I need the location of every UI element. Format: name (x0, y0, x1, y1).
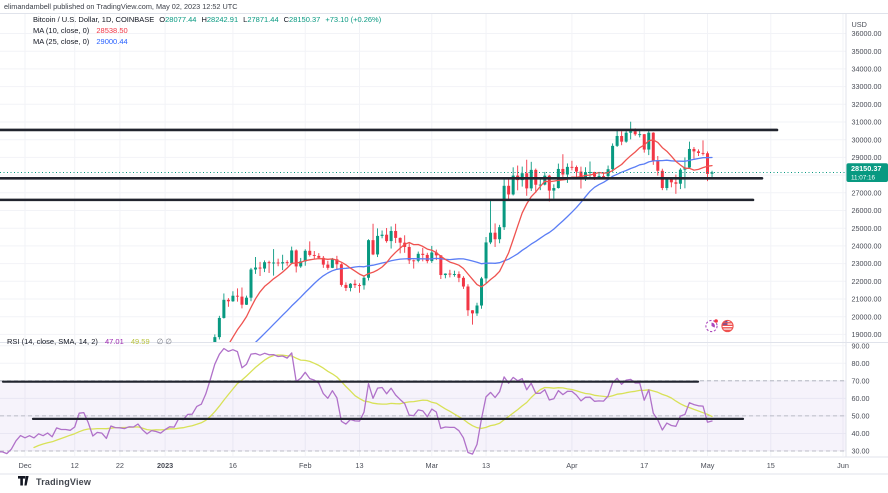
svg-text:19000.00: 19000.00 (852, 330, 882, 339)
rsi-ma-line[interactable] (33, 354, 713, 449)
rsi-label[interactable]: RSI (14, close, SMA, 14, 2) (7, 337, 98, 346)
svg-text:13: 13 (482, 461, 490, 470)
ma25-row: MA (25, close, 0) 29000.44 (33, 36, 381, 47)
rsi-band (0, 380, 846, 452)
svg-text:34000.00: 34000.00 (852, 65, 882, 74)
symbol-title[interactable]: Bitcoin / U.S. Dollar, 1D, COINBASE (33, 15, 155, 24)
svg-text:50.00: 50.00 (852, 412, 870, 421)
us-flag-economic-event-icon[interactable] (721, 319, 734, 333)
svg-text:36000.00: 36000.00 (852, 29, 882, 38)
svg-text:USD: USD (852, 20, 867, 29)
ma25-value: 29000.44 (96, 37, 128, 46)
svg-text:60.00: 60.00 (852, 394, 870, 403)
publish-attribution: elimandambell published on TradingView.c… (4, 2, 238, 11)
svg-text:23000.00: 23000.00 (852, 259, 882, 268)
rsi-pane-plot[interactable] (0, 347, 713, 455)
svg-text:13: 13 (355, 461, 363, 470)
svg-text:22: 22 (116, 461, 124, 470)
price-pane-plot[interactable] (0, 121, 714, 383)
low-label: L (243, 15, 248, 24)
last-price-badge: 28150.37 11:07:16 (846, 163, 888, 183)
ma10-label[interactable]: MA (10, close, 0) (33, 26, 90, 35)
rsi-line[interactable] (0, 347, 713, 455)
svg-text:Feb: Feb (299, 461, 312, 470)
svg-text:Apr: Apr (566, 461, 578, 470)
svg-text:40.00: 40.00 (852, 429, 870, 438)
close-label: C (283, 15, 290, 24)
svg-text:70.00: 70.00 (852, 376, 870, 385)
ma25-label[interactable]: MA (25, close, 0) (33, 37, 90, 46)
ma10-line[interactable] (0, 139, 713, 381)
svg-text:32000.00: 32000.00 (852, 100, 882, 109)
time-axis[interactable]: Dec 12 22 2023 16 Feb 13 Mar 13 Apr 17 May 15 Jun (19, 461, 849, 470)
svg-text:12: 12 (71, 461, 79, 470)
svg-text:2023: 2023 (157, 461, 173, 470)
svg-text:90.00: 90.00 (852, 341, 870, 350)
tradingview-wordmark: TradingView (36, 476, 92, 487)
rsi-hidden-values: ∅ ∅ (156, 337, 172, 346)
svg-text:15: 15 (767, 461, 775, 470)
svg-text:Jun: Jun (837, 461, 849, 470)
svg-text:80.00: 80.00 (852, 359, 870, 368)
svg-text:31000.00: 31000.00 (852, 118, 882, 127)
svg-text:30000.00: 30000.00 (852, 135, 882, 144)
svg-text:21000.00: 21000.00 (852, 295, 882, 304)
svg-text:May: May (701, 461, 715, 470)
open-label: O (159, 15, 166, 24)
high-label: H (201, 15, 207, 24)
ma10-value: 28538.50 (96, 26, 128, 35)
svg-text:26000.00: 26000.00 (852, 206, 882, 215)
alert-clock-event-icon[interactable] (705, 319, 718, 333)
svg-text:17: 17 (640, 461, 648, 470)
rsi-legend: RSI (14, close, SMA, 14, 2) 47.01 49.59 … (7, 336, 172, 347)
svg-text:29000.00: 29000.00 (852, 153, 882, 162)
svg-text:22000.00: 22000.00 (852, 277, 882, 286)
open-value: 28077.44 (165, 15, 197, 24)
svg-text:28150.37: 28150.37 (851, 164, 881, 173)
symbol-row: Bitcoin / U.S. Dollar, 1D, COINBASE O2807… (33, 14, 381, 25)
svg-text:11:07:16: 11:07:16 (851, 175, 876, 182)
svg-text:25000.00: 25000.00 (852, 224, 882, 233)
tradingview-logo-icon (18, 476, 29, 486)
svg-text:24000.00: 24000.00 (852, 242, 882, 251)
high-value: 28242.91 (206, 15, 239, 24)
ma25-line[interactable] (21, 156, 713, 377)
rsi-trendlines[interactable] (1, 380, 745, 420)
horizontal-trendlines[interactable] (0, 128, 779, 202)
svg-text:Dec: Dec (19, 461, 32, 470)
change-value: +73.10 (+0.26%) (325, 15, 382, 24)
svg-text:30.00: 30.00 (852, 447, 870, 456)
svg-text:Mar: Mar (426, 461, 439, 470)
ma10-row: MA (10, close, 0) 28538.50 (33, 25, 381, 36)
rsi-value: 47.01 (104, 337, 124, 346)
price-legend: Bitcoin / U.S. Dollar, 1D, COINBASE O2807… (33, 14, 381, 47)
svg-text:20000.00: 20000.00 (852, 312, 882, 321)
svg-text:27000.00: 27000.00 (852, 188, 882, 197)
low-value: 27871.44 (247, 15, 279, 24)
close-value: 28150.37 (289, 15, 321, 24)
footer-brand[interactable]: TradingView (18, 476, 91, 487)
svg-text:33000.00: 33000.00 (852, 82, 882, 91)
pane-separators (0, 13, 888, 475)
rsi-axis[interactable]: 90.00 80.00 70.00 60.00 50.00 40.00 30.00 (852, 341, 870, 455)
svg-text:16: 16 (229, 461, 237, 470)
rsi-ma-value: 49.59 (130, 337, 150, 346)
svg-text:35000.00: 35000.00 (852, 47, 882, 56)
